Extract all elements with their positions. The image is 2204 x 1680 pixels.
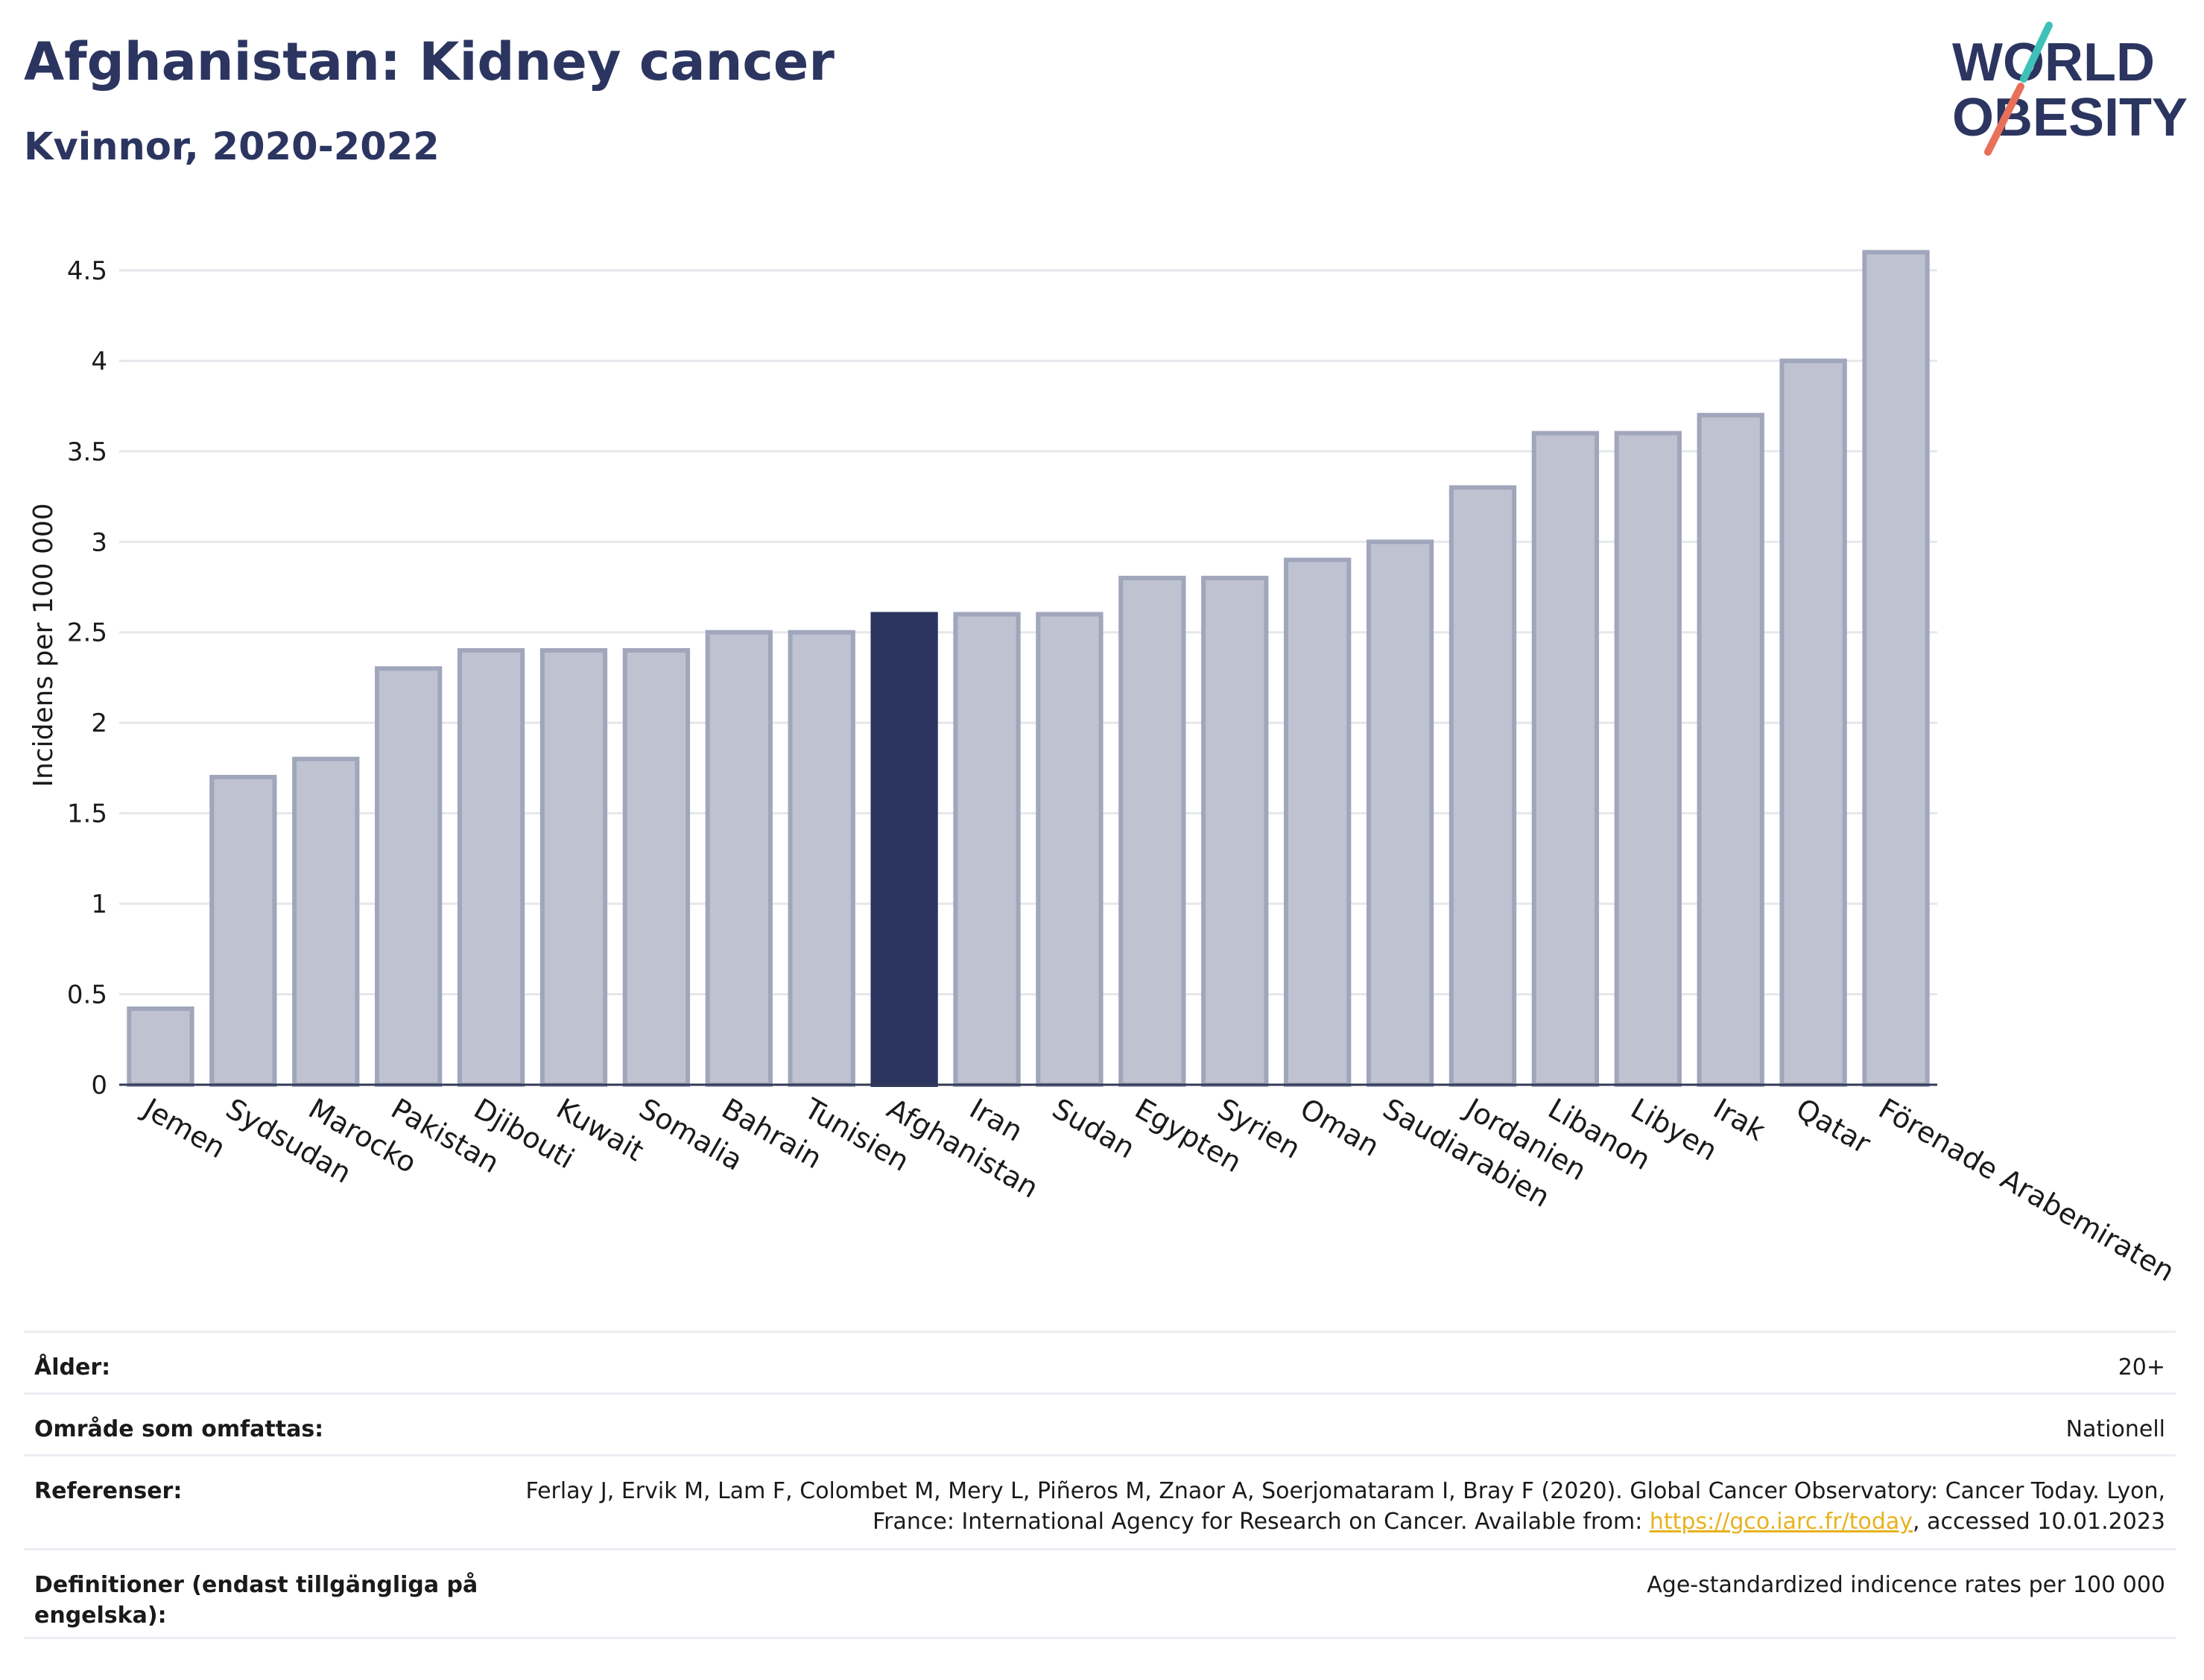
info-label-area: Område som omfattas: [34, 1416, 324, 1442]
bars [127, 250, 1930, 1088]
y-tick-label: 3 [91, 527, 107, 557]
info-row-age: Ålder: 20+ [24, 1331, 2176, 1392]
info-value-references: Ferlay J, Ervik M, Lam F, Colombet M, Me… [511, 1476, 2165, 1537]
logo-slash-coral [1984, 83, 2024, 156]
chart-subtitle: Kvinnor, 2020-2022 [24, 125, 440, 169]
chart-title: Afghanistan: Kidney cancer [24, 31, 835, 92]
bar-sydsudan [209, 775, 277, 1087]
logo-slash-teal [2020, 22, 2053, 83]
info-value-area: Nationell [2065, 1416, 2165, 1442]
x-tick-label: Sudan [1047, 1092, 1141, 1165]
info-row-area: Område som omfattas: Nationell [24, 1392, 2176, 1454]
info-value-definitions: Age-standardized indicence rates per 100… [1647, 1572, 2165, 1598]
bar-djibouti [457, 648, 525, 1087]
info-row-definitions: Definitioner (endast tillgängliga på eng… [24, 1548, 2176, 1639]
info-table: Ålder: 20+ Område som omfattas: Nationel… [24, 1331, 2176, 1639]
info-label-age: Ålder: [34, 1354, 111, 1381]
x-tick-labels: JemenSydsudanMarockoPakistanDjiboutiKuwa… [136, 1091, 2180, 1288]
x-tick-label: Jemen [136, 1091, 231, 1165]
x-tick-label: Qatar [1790, 1092, 1876, 1161]
y-tick-label: 3.5 [67, 437, 107, 467]
bar-marocko [292, 756, 360, 1087]
logo-text-world: WORLD [1952, 33, 2155, 92]
x-tick-label: Oman [1295, 1092, 1385, 1163]
bar-pakistan [375, 666, 443, 1087]
bar-chart: 0 0.5 1 1.5 2 2.5 3 3.5 4 4.5 JemenSydsudanMarock… [28, 250, 2180, 1288]
y-tick-labels: 0 0.5 1 1.5 2 2.5 3 3.5 4 4.5 [67, 256, 107, 1100]
y-tick-label: 4 [91, 346, 107, 376]
reference-accessed: , accessed 10.01.2023 [1913, 1509, 2165, 1535]
y-axis-label: Incidens per 100 000 [28, 503, 59, 787]
bar-kuwait [539, 648, 608, 1087]
bar-sudan [1036, 612, 1103, 1087]
bar-tunisien [788, 630, 855, 1087]
info-row-references: Referenser: Ferlay J, Ervik M, Lam F, Co… [24, 1454, 2176, 1548]
bar-bahrain [705, 630, 773, 1087]
bar-somalia [622, 648, 691, 1087]
bar-afghanistan [870, 612, 938, 1087]
bar-syrien [1201, 575, 1269, 1087]
info-label-definitions: Definitioner (endast tillgängliga på eng… [34, 1572, 478, 1629]
bar-iran [953, 612, 1021, 1087]
reference-text: Ferlay J, Ervik M, Lam F, Colombet M, Me… [525, 1478, 2165, 1535]
y-tick-label: 2.5 [67, 618, 107, 648]
info-value-age: 20+ [2118, 1354, 2165, 1381]
y-tick-label: 0 [91, 1071, 107, 1100]
bar-saudiarabien [1366, 539, 1434, 1087]
reference-link[interactable]: https://gco.iarc.fr/today [1649, 1509, 1913, 1535]
bar-irak [1697, 413, 1764, 1087]
y-tick-label: 1 [91, 890, 107, 919]
bar-qatar [1779, 358, 1847, 1088]
world-obesity-logo: WORLD OBESITY [1952, 22, 2188, 156]
bar-oman [1284, 557, 1352, 1087]
bar-libyen [1614, 431, 1682, 1087]
bar-egypten [1118, 575, 1186, 1087]
x-tick-label: Förenade Arabemiraten [1873, 1092, 2180, 1288]
info-label-references: Referenser: [34, 1478, 183, 1504]
bar-jordanien [1448, 485, 1517, 1087]
bar-jemen [127, 1006, 194, 1087]
y-tick-label: 1.5 [67, 799, 107, 829]
bar-libanon [1531, 431, 1600, 1087]
bar-förenade-arabemiraten [1862, 250, 1930, 1087]
y-tick-label: 0.5 [67, 980, 107, 1010]
y-tick-label: 4.5 [67, 256, 107, 286]
y-tick-label: 2 [91, 709, 107, 738]
